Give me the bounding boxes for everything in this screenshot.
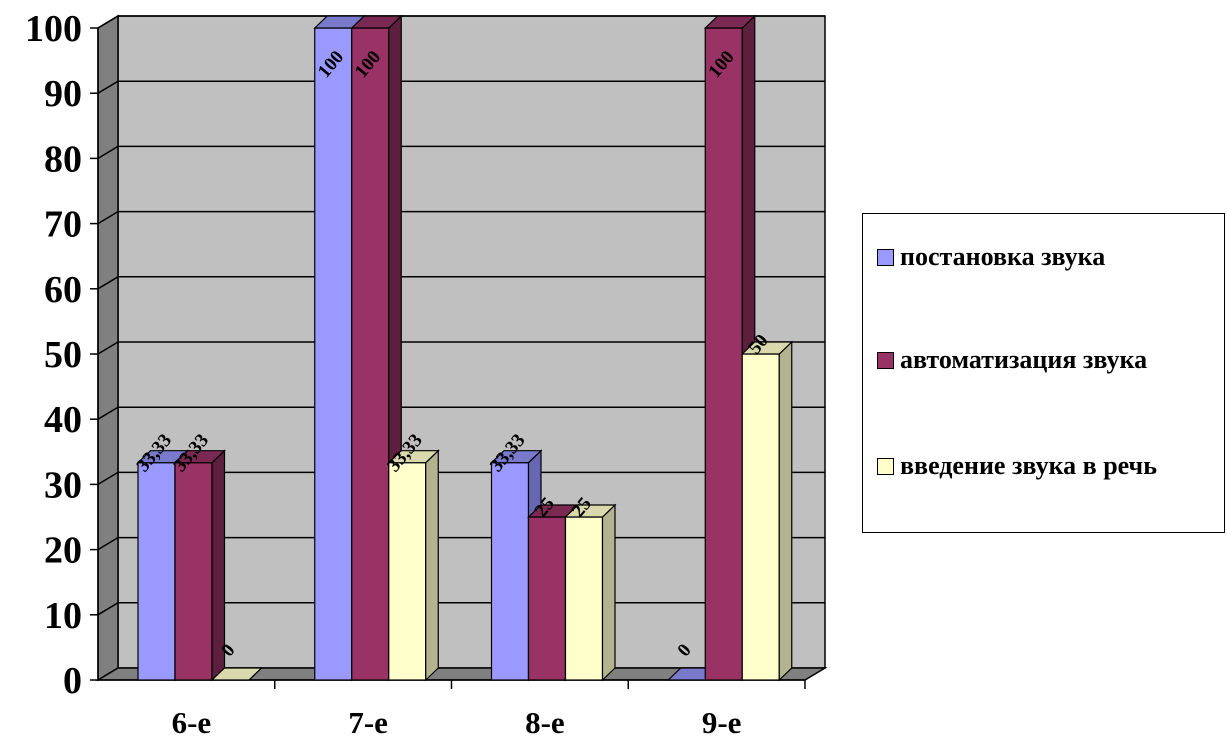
legend-swatch-1 [877, 249, 894, 266]
y-tick-label: 70 [44, 204, 82, 246]
legend-item-2: автоматизация звука [877, 344, 1227, 375]
legend-swatch-3 [877, 458, 894, 475]
bar [173, 449, 226, 682]
gridline [97, 276, 825, 290]
bar-front [490, 462, 530, 681]
bar [564, 503, 617, 682]
bar-top [210, 667, 263, 681]
legend-label-2: автоматизация звука [900, 345, 1148, 374]
y-tick-label: 40 [44, 399, 82, 441]
x-tick-label: 6-е [172, 705, 212, 738]
y-tick-label: 20 [44, 530, 82, 572]
x-tick-label: 7-е [348, 705, 388, 738]
bar-side [778, 340, 793, 682]
y-tick-label: 90 [44, 73, 82, 115]
bar-front [704, 27, 743, 681]
bar [490, 449, 543, 682]
gridline [97, 80, 825, 94]
bar [740, 340, 794, 682]
bar [387, 449, 440, 682]
bar-top [740, 341, 794, 355]
gridline [97, 471, 825, 486]
gridline [97, 145, 825, 160]
bar-front [527, 516, 567, 681]
legend: постановка звука автоматизация звука вве… [862, 213, 1225, 533]
bar-top [387, 450, 440, 464]
legend-item-3: введение звука в речь [877, 450, 1227, 481]
gridline [97, 341, 825, 355]
y-tick-label: 80 [44, 138, 82, 180]
bar-front [174, 462, 213, 681]
bar-front [351, 27, 390, 681]
legend-label-1: постановка звука [900, 242, 1106, 271]
bar-top [490, 450, 543, 464]
gridline [97, 15, 825, 29]
bar-front [388, 462, 427, 681]
x-tick-label: 8-е [525, 705, 565, 738]
bar-side [425, 449, 439, 682]
bar [210, 667, 263, 681]
bar-front [564, 516, 604, 681]
y-tick-label: 30 [44, 464, 82, 506]
y-tick-label: 60 [44, 269, 82, 311]
bar-top [173, 450, 226, 464]
y-tick-label: 10 [44, 595, 82, 637]
legend-swatch-2 [877, 352, 894, 369]
gridline [97, 210, 825, 225]
bar [527, 503, 580, 682]
y-tick-label: 0 [63, 660, 82, 702]
legend-item-1: постановка звука [877, 241, 1227, 272]
legend-label-3: введение звука в речь [900, 451, 1157, 480]
bar-front [137, 462, 176, 681]
x-tick-label: 9-е [702, 705, 742, 738]
y-tick-label: 100 [25, 8, 82, 50]
bar-top [564, 504, 617, 518]
bar-side [601, 503, 616, 682]
bar-front [314, 27, 353, 681]
bar-top [703, 15, 757, 29]
bar-front [741, 353, 780, 681]
y-tick-label: 50 [44, 334, 82, 376]
bar-top [350, 15, 403, 29]
gridline [97, 406, 825, 420]
